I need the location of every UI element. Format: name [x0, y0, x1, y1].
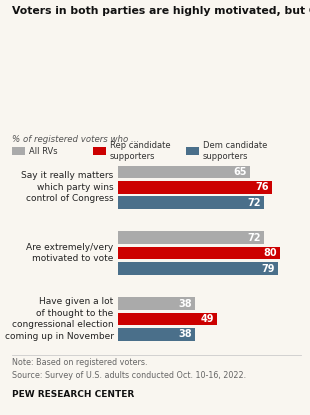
Text: 38: 38	[178, 298, 192, 309]
Text: All RVs: All RVs	[29, 146, 58, 156]
Text: 76: 76	[256, 182, 269, 192]
Text: Voters in both parties are highly motivated, but GOP voters more likely to have : Voters in both parties are highly motiva…	[12, 6, 310, 16]
Text: Source: Survey of U.S. adults conducted Oct. 10-16, 2022.: Source: Survey of U.S. adults conducted …	[12, 371, 246, 381]
Text: 72: 72	[248, 198, 261, 208]
Text: Dem candidate
supporters: Dem candidate supporters	[203, 142, 267, 161]
Text: Have given a lot
of thought to the
congressional election
coming up in November: Have given a lot of thought to the congr…	[5, 297, 114, 341]
Text: Rep candidate
supporters: Rep candidate supporters	[110, 142, 170, 161]
Text: 38: 38	[178, 330, 192, 339]
Bar	[118, 328, 195, 341]
Text: 65: 65	[233, 167, 247, 177]
Bar	[118, 166, 250, 178]
Text: 72: 72	[248, 233, 261, 243]
Text: Are extremely/very
motivated to vote: Are extremely/very motivated to vote	[26, 243, 114, 264]
Text: PEW RESEARCH CENTER: PEW RESEARCH CENTER	[12, 390, 135, 399]
Bar	[118, 247, 280, 259]
Bar	[118, 232, 264, 244]
Text: % of registered voters who ...: % of registered voters who ...	[12, 135, 140, 144]
Text: 80: 80	[264, 248, 277, 258]
Text: 79: 79	[262, 264, 275, 273]
Bar	[118, 196, 264, 209]
Text: Note: Based on registered voters.: Note: Based on registered voters.	[12, 358, 148, 367]
Bar	[118, 312, 217, 325]
Text: 49: 49	[201, 314, 214, 324]
Bar	[118, 181, 272, 194]
Bar	[118, 297, 195, 310]
Bar	[118, 262, 278, 275]
Text: Say it really matters
which party wins
control of Congress: Say it really matters which party wins c…	[21, 171, 114, 203]
